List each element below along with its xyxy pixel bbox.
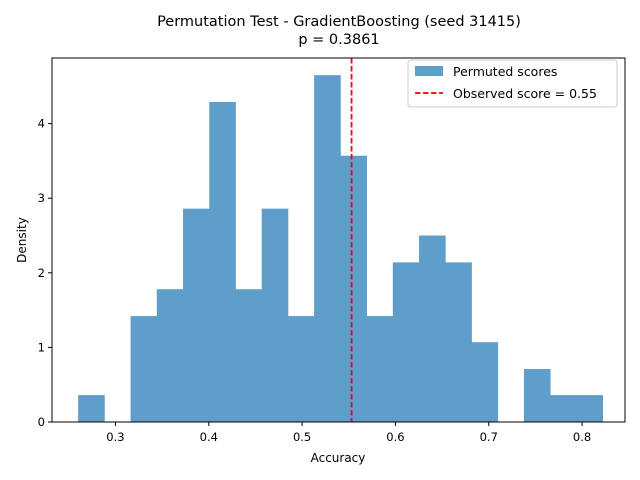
legend: Permuted scores Observed score = 0.55 <box>407 59 618 108</box>
histogram-bar <box>471 342 499 422</box>
histogram-bar <box>235 289 263 422</box>
histogram-bar <box>183 208 210 422</box>
legend-label-permuted: Permuted scores <box>453 64 557 79</box>
y-axis-ticks: 0 1 2 3 4 <box>38 117 52 429</box>
x-axis-label: Accuracy <box>311 451 366 465</box>
histogram-bars <box>78 75 604 423</box>
x-tick-label: 0.7 <box>480 430 498 444</box>
histogram-bar <box>78 395 105 422</box>
histogram-bar <box>209 102 236 423</box>
x-tick-label: 0.3 <box>106 430 124 444</box>
histogram-bar <box>130 316 158 422</box>
histogram-bar <box>314 75 341 423</box>
histogram-bar <box>550 395 577 422</box>
legend-box <box>407 59 618 108</box>
histogram-bar <box>340 155 367 422</box>
x-tick-label: 0.6 <box>386 430 404 444</box>
histogram-bar <box>523 369 551 422</box>
chart-title: Permutation Test - GradientBoosting (see… <box>157 14 521 30</box>
y-tick-label: 2 <box>38 266 45 280</box>
histogram-bar <box>261 208 289 422</box>
histogram-bar <box>576 395 604 422</box>
x-tick-label: 0.8 <box>573 430 591 444</box>
histogram-bar <box>445 262 472 422</box>
histogram-bar <box>392 262 420 422</box>
x-axis-ticks: 0.3 0.4 0.5 0.6 0.7 0.8 <box>106 422 591 444</box>
y-tick-label: 4 <box>38 117 45 131</box>
histogram-bar <box>156 289 184 422</box>
legend-label-observed: Observed score = 0.55 <box>453 86 597 101</box>
legend-swatch-permuted <box>415 66 443 76</box>
histogram-bar <box>287 316 315 422</box>
y-tick-label: 1 <box>38 340 45 354</box>
x-tick-label: 0.4 <box>200 430 218 444</box>
y-tick-label: 3 <box>38 191 45 205</box>
y-tick-label: 0 <box>38 415 45 429</box>
plot-frame <box>51 57 626 423</box>
x-tick-label: 0.5 <box>293 430 311 444</box>
y-axis-label: Density <box>15 217 29 263</box>
histogram-bar <box>419 235 446 422</box>
chart-subtitle: p = 0.3861 <box>298 32 379 48</box>
histogram-bar <box>366 316 394 422</box>
